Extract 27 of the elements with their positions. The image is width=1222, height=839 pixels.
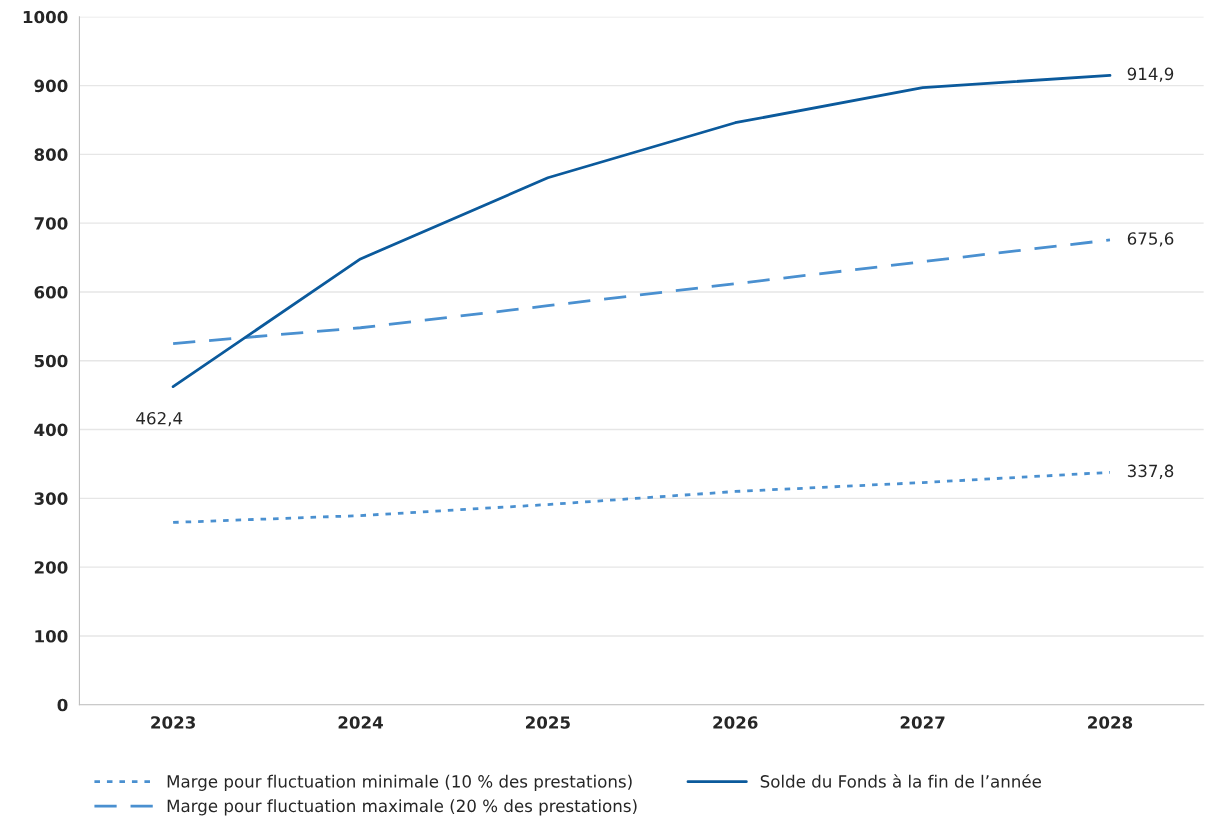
- y-tick-label: 600: [34, 285, 68, 299]
- legend-label: Marge pour fluctuation maximale (20 % des prestations): [167, 799, 637, 816]
- y-tick-label: 200: [34, 561, 68, 574]
- x-tick-label: 2026: [713, 716, 758, 729]
- y-tick-label: 300: [34, 492, 68, 505]
- y-tick-label: 400: [34, 423, 68, 437]
- y-tick-label: 800: [34, 148, 68, 161]
- x-tick-label: 2023: [151, 716, 195, 729]
- legend-label: Marge pour fluctuation minimale (10 % des prestations): [167, 774, 632, 791]
- y-tick-label: 0: [57, 698, 68, 712]
- line-series: [171, 470, 1112, 524]
- line-series: [171, 238, 1112, 345]
- line-series: [171, 73, 1112, 389]
- y-tick-label: 500: [34, 354, 68, 368]
- y-tick-label: 900: [34, 79, 68, 93]
- x-tick-label: 2025: [525, 716, 570, 729]
- data-label: 462,4: [136, 411, 183, 427]
- data-label: 337,8: [1127, 464, 1174, 479]
- x-tick-label: 2024: [338, 716, 383, 729]
- y-tick-label: 700: [34, 217, 68, 230]
- data-label: 675,6: [1127, 232, 1174, 247]
- x-tick-label: 2028: [1088, 716, 1133, 729]
- y-tick-label: 1000: [23, 10, 68, 24]
- legend-label: Solde du Fonds à la fin de l’année: [760, 774, 1041, 788]
- x-tick-label: 2027: [900, 716, 945, 729]
- y-tick-label: 100: [35, 629, 68, 643]
- data-label: 914,9: [1127, 67, 1174, 82]
